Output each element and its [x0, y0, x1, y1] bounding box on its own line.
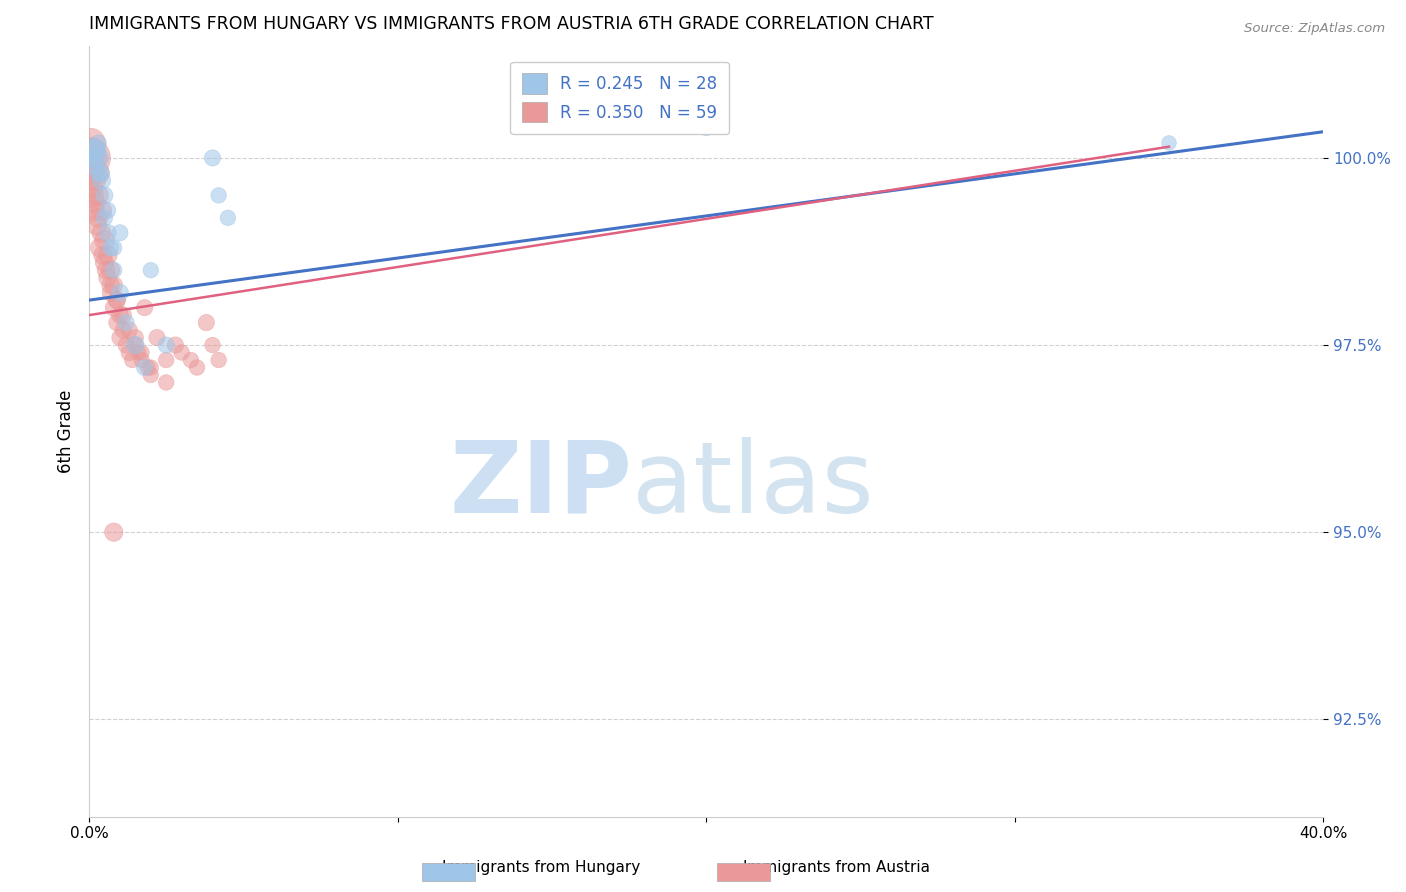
- Point: [84, 151, 107, 165]
- Point: [103, 278, 125, 293]
- Point: [91, 248, 114, 262]
- Point: [100, 263, 122, 277]
- Point: [97, 203, 120, 218]
- Point: [79, 151, 101, 165]
- Point: [127, 345, 149, 359]
- Point: [90, 166, 112, 180]
- Point: [111, 323, 134, 337]
- Point: [84, 195, 107, 210]
- Point: [87, 211, 110, 225]
- Point: [217, 211, 239, 225]
- Point: [115, 338, 138, 352]
- Point: [131, 353, 153, 368]
- Point: [201, 338, 224, 352]
- Point: [87, 166, 110, 180]
- Point: [165, 338, 187, 352]
- Point: [86, 219, 108, 233]
- Point: [80, 188, 103, 202]
- Point: [105, 293, 128, 307]
- Point: [134, 301, 156, 315]
- Point: [136, 360, 159, 375]
- Point: [90, 173, 112, 187]
- Point: [201, 151, 224, 165]
- Point: [93, 211, 115, 225]
- Point: [82, 166, 104, 180]
- Point: [108, 226, 131, 240]
- Point: [108, 308, 131, 322]
- Point: [155, 353, 177, 368]
- Point: [100, 241, 122, 255]
- Point: [103, 263, 125, 277]
- Point: [100, 278, 122, 293]
- Point: [87, 151, 110, 165]
- Point: [97, 270, 120, 285]
- Point: [131, 345, 153, 359]
- Point: [84, 144, 107, 158]
- Point: [84, 173, 107, 187]
- Text: Immigrants from Hungary: Immigrants from Hungary: [441, 861, 641, 875]
- Point: [90, 203, 112, 218]
- Point: [195, 316, 218, 330]
- Text: Source: ZipAtlas.com: Source: ZipAtlas.com: [1244, 22, 1385, 36]
- Point: [79, 136, 101, 150]
- Legend: R = 0.245   N = 28, R = 0.350   N = 59: R = 0.245 N = 28, R = 0.350 N = 59: [510, 62, 730, 134]
- Point: [82, 144, 104, 158]
- Point: [90, 226, 112, 240]
- Point: [93, 188, 115, 202]
- Point: [108, 285, 131, 300]
- Point: [208, 353, 231, 368]
- Point: [93, 256, 115, 270]
- Point: [186, 360, 208, 375]
- Point: [139, 360, 162, 375]
- Point: [100, 285, 122, 300]
- Point: [111, 308, 134, 322]
- Point: [103, 241, 125, 255]
- Point: [94, 263, 117, 277]
- Point: [124, 330, 146, 344]
- Point: [93, 233, 115, 247]
- Point: [1157, 136, 1180, 150]
- Point: [155, 376, 177, 390]
- Point: [97, 226, 120, 240]
- Point: [170, 345, 193, 359]
- Point: [87, 136, 110, 150]
- Point: [695, 120, 717, 135]
- Point: [121, 353, 143, 368]
- Point: [103, 525, 125, 540]
- Point: [124, 338, 146, 352]
- Point: [208, 188, 231, 202]
- Point: [146, 330, 169, 344]
- Point: [115, 316, 138, 330]
- Point: [97, 248, 120, 262]
- Text: ZIP: ZIP: [450, 436, 633, 533]
- Point: [83, 203, 105, 218]
- Point: [134, 360, 156, 375]
- Point: [180, 353, 202, 368]
- Point: [89, 241, 111, 255]
- Point: [82, 181, 104, 195]
- Point: [82, 151, 104, 165]
- Point: [105, 293, 128, 307]
- Y-axis label: 6th Grade: 6th Grade: [58, 390, 75, 473]
- Point: [118, 345, 141, 359]
- Point: [124, 338, 146, 352]
- Point: [155, 338, 177, 352]
- Text: atlas: atlas: [633, 436, 873, 533]
- Point: [82, 144, 104, 158]
- Point: [105, 316, 128, 330]
- Text: Immigrants from Austria: Immigrants from Austria: [742, 861, 931, 875]
- Point: [108, 330, 131, 344]
- Point: [139, 368, 162, 382]
- Point: [87, 166, 110, 180]
- Point: [118, 323, 141, 337]
- Point: [84, 158, 107, 172]
- Point: [103, 301, 125, 315]
- Text: IMMIGRANTS FROM HUNGARY VS IMMIGRANTS FROM AUSTRIA 6TH GRADE CORRELATION CHART: IMMIGRANTS FROM HUNGARY VS IMMIGRANTS FR…: [89, 15, 934, 33]
- Point: [87, 188, 110, 202]
- Point: [139, 263, 162, 277]
